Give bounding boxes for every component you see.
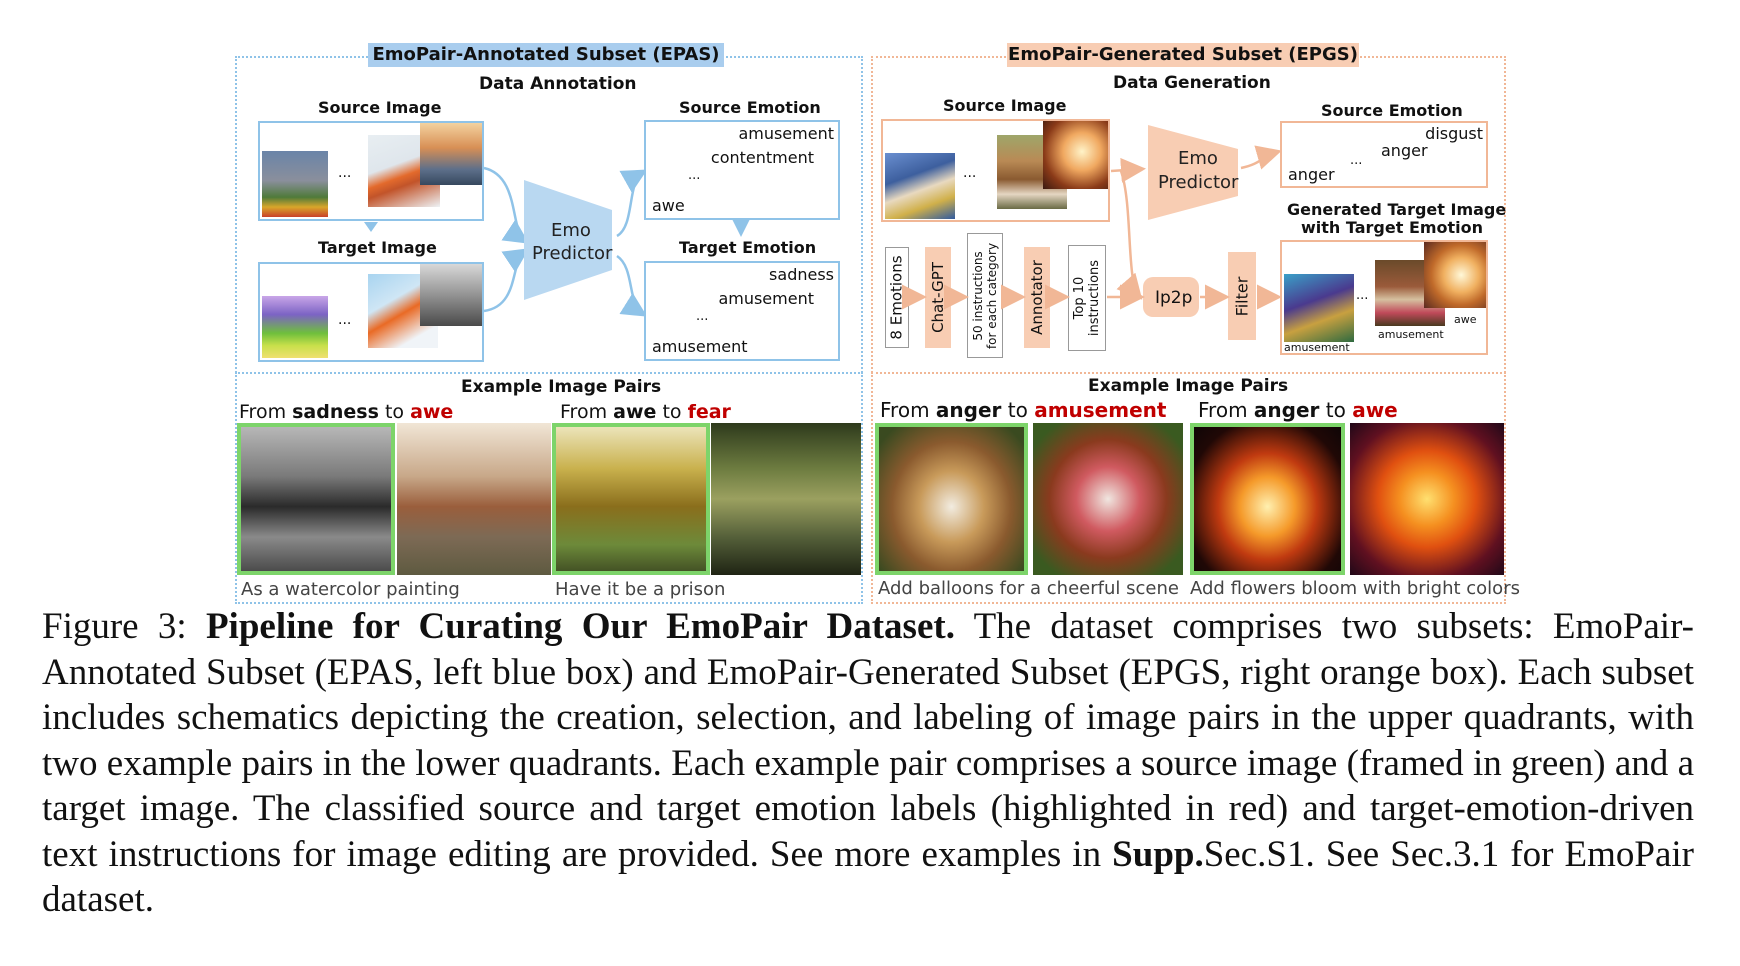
epas-source-thumb-mountain bbox=[262, 151, 328, 217]
epgs-generated-thumb-sky bbox=[1424, 242, 1486, 308]
epgs-source-thumb-sky bbox=[1043, 121, 1108, 189]
epgs-generated-label-line1: Generated Target Image bbox=[1287, 200, 1507, 219]
epgs-generated-thumb-painting bbox=[1284, 274, 1354, 342]
epgs-source-emotion-label: Source Emotion bbox=[1321, 101, 1463, 120]
epas-source-emotion-2: contentment bbox=[710, 148, 814, 167]
epgs-generated-label-3: awe bbox=[1454, 313, 1477, 326]
epas-arrow-predictor-to-source-emotion bbox=[616, 169, 648, 238]
caption-body: The dataset comprises two subsets: EmoPa… bbox=[42, 606, 1694, 875]
epgs-predictor-shape bbox=[1148, 125, 1238, 220]
epas-target-ellipsis: ... bbox=[338, 312, 352, 328]
epas-source-ellipsis: ... bbox=[338, 165, 352, 181]
caption-supp: Supp. bbox=[1112, 833, 1204, 875]
epgs-divider bbox=[871, 372, 1506, 374]
epgs-source-emotion-box: disgust anger ... anger bbox=[1280, 121, 1488, 188]
epas-target-emotion-3: amusement bbox=[652, 337, 748, 356]
epas-pair1-source-image bbox=[237, 423, 395, 575]
epas-target-image-box: ... bbox=[258, 262, 484, 362]
epas-target-image-label: Target Image bbox=[318, 238, 437, 257]
epas-source-emotion-box: amusement contentment ... awe bbox=[644, 120, 840, 220]
epas-source-image-box: ... bbox=[258, 121, 484, 221]
epas-target-emotion-label: Target Emotion bbox=[679, 238, 817, 257]
epgs-source-image-box: ... bbox=[881, 119, 1110, 222]
caption-body-end: Sec.S1. See Sec.3.1 for EmoPair dataset. bbox=[42, 833, 1694, 921]
epgs-predictor-line1: Emo bbox=[1178, 148, 1218, 169]
epas-pair1-target-image bbox=[397, 423, 551, 575]
epas-pair2-source-image bbox=[552, 423, 710, 575]
epas-source-emotion-1: amusement bbox=[738, 124, 834, 143]
epas-predictor-shape bbox=[524, 180, 612, 300]
epgs-source-image-label: Source Image bbox=[943, 96, 1067, 115]
epas-pair2-instruction: Have it be a prison bbox=[555, 579, 726, 600]
epas-section-title: Data Annotation bbox=[479, 74, 637, 94]
epgs-predictor-line2: Predictor bbox=[1158, 172, 1239, 193]
epas-target-emotion-ellipsis: ... bbox=[696, 309, 709, 324]
epas-target-thumb-mountain bbox=[262, 296, 328, 358]
epas-target-thumb-venice bbox=[420, 264, 482, 326]
epgs-arrow-image-to-ip2p bbox=[1116, 170, 1143, 300]
epas-tag: EmoPair-Annotated Subset (EPAS) bbox=[368, 43, 724, 67]
caption-label: Figure 3: bbox=[42, 606, 187, 647]
epgs-generated-image-box: amusement ... amusement awe bbox=[1280, 240, 1488, 355]
epas-divider bbox=[235, 372, 863, 374]
epgs-generated-ellipsis: ... bbox=[1356, 288, 1369, 303]
epgs-pair1-title: From anger to amusement bbox=[880, 398, 1167, 422]
epgs-source-emotion-2: anger bbox=[1381, 141, 1428, 160]
epgs-source-emotion-1: disgust bbox=[1425, 124, 1483, 143]
epas-source-emotion-3: awe bbox=[652, 196, 685, 215]
epgs-pair1-target-image bbox=[1033, 423, 1183, 575]
caption-title: Pipeline for Curating Our EmoPair Datase… bbox=[205, 606, 955, 647]
epgs-source-thumb-painting bbox=[885, 153, 955, 219]
epas-arrow-source-to-predictor bbox=[483, 166, 530, 244]
epgs-arrow-image-to-predictor bbox=[1110, 157, 1146, 183]
epas-pair2-title: From awe to fear bbox=[560, 401, 731, 423]
epas-flow-arrows bbox=[483, 166, 754, 317]
epas-arrow-predictor-to-target-emotion bbox=[616, 254, 648, 317]
epgs-step-ip2p-label: Ip2p bbox=[1155, 288, 1193, 308]
epgs-source-ellipsis: ... bbox=[963, 165, 977, 181]
epgs-step-filter: Filter bbox=[1228, 252, 1256, 340]
epas-examples-title: Example Image Pairs bbox=[461, 377, 662, 397]
epas-source-emotion-label: Source Emotion bbox=[679, 98, 821, 117]
epas-pair2-target-image bbox=[711, 423, 861, 575]
epgs-section-title: Data Generation bbox=[1113, 73, 1271, 93]
epas-target-emotion-1: sadness bbox=[769, 265, 834, 284]
epgs-generated-label-line2: with Target Emotion bbox=[1301, 218, 1484, 237]
epgs-source-emotion-ellipsis: ... bbox=[1350, 153, 1363, 168]
epgs-pair2-target-image bbox=[1350, 423, 1504, 575]
epas-predictor-line1: Emo bbox=[551, 220, 591, 241]
epas-pair1-title: From sadness to awe bbox=[239, 401, 454, 423]
epgs-pair2-title: From anger to awe bbox=[1198, 398, 1398, 422]
epas-arrow-target-to-predictor bbox=[483, 248, 530, 313]
epgs-step-ip2p bbox=[1143, 277, 1199, 317]
epas-pair1-instruction: As a watercolor painting bbox=[241, 579, 460, 600]
epas-source-image-label: Source Image bbox=[318, 98, 442, 117]
epgs-pair2-instruction: Add flowers bloom with bright colors bbox=[1190, 578, 1520, 599]
epgs-arrow-predictor-to-emotion bbox=[1240, 145, 1282, 170]
epas-source-thumb-venice bbox=[420, 123, 482, 185]
epas-down-arrow-left bbox=[364, 222, 378, 232]
epgs-pair1-instruction: Add balloons for a cheerful scene bbox=[878, 578, 1179, 599]
epgs-examples-title: Example Image Pairs bbox=[1088, 376, 1289, 396]
epas-target-emotion-2: amusement bbox=[718, 289, 814, 308]
epgs-tag: EmoPair-Generated Subset (EPGS) bbox=[1007, 43, 1359, 67]
epas-target-emotion-box: sadness amusement ... amusement bbox=[644, 261, 840, 361]
figure-caption: Figure 3: Pipeline for Curating Our EmoP… bbox=[42, 604, 1694, 923]
epas-source-emotion-ellipsis: ... bbox=[688, 168, 701, 183]
epas-predictor-line2: Predictor bbox=[532, 243, 613, 264]
epgs-pair2-source-image bbox=[1190, 423, 1345, 575]
epgs-generated-label-2: amusement bbox=[1378, 328, 1444, 341]
epgs-generated-label-1: amusement bbox=[1284, 341, 1350, 354]
epgs-source-emotion-3: anger bbox=[1288, 165, 1335, 184]
epgs-flow-arrows bbox=[902, 145, 1282, 310]
epgs-pair1-source-image bbox=[875, 423, 1028, 575]
